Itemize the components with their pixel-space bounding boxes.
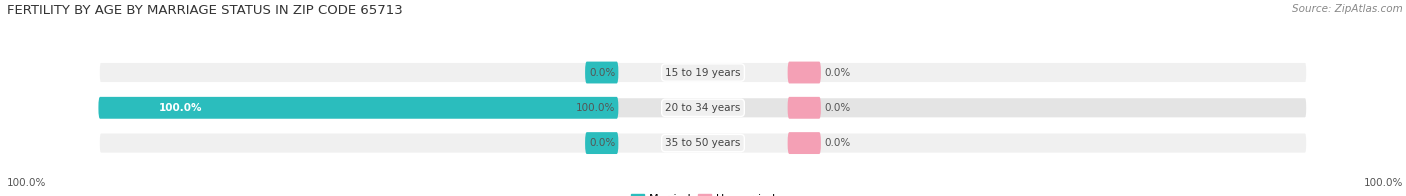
FancyBboxPatch shape (585, 62, 619, 83)
Text: FERTILITY BY AGE BY MARRIAGE STATUS IN ZIP CODE 65713: FERTILITY BY AGE BY MARRIAGE STATUS IN Z… (7, 4, 402, 17)
Text: 100.0%: 100.0% (159, 103, 202, 113)
FancyBboxPatch shape (787, 132, 821, 154)
Text: Source: ZipAtlas.com: Source: ZipAtlas.com (1292, 4, 1403, 14)
Text: 100.0%: 100.0% (576, 103, 616, 113)
Legend: Married, Unmarried: Married, Unmarried (627, 190, 779, 196)
FancyBboxPatch shape (98, 97, 619, 119)
FancyBboxPatch shape (787, 62, 821, 83)
Text: 0.0%: 0.0% (824, 103, 851, 113)
FancyBboxPatch shape (98, 132, 1308, 154)
Text: 100.0%: 100.0% (1364, 178, 1403, 188)
FancyBboxPatch shape (585, 132, 619, 154)
Text: 0.0%: 0.0% (824, 138, 851, 148)
Text: 0.0%: 0.0% (824, 67, 851, 78)
Text: 20 to 34 years: 20 to 34 years (665, 103, 741, 113)
Text: 0.0%: 0.0% (589, 138, 616, 148)
Text: 35 to 50 years: 35 to 50 years (665, 138, 741, 148)
Text: 15 to 19 years: 15 to 19 years (665, 67, 741, 78)
FancyBboxPatch shape (98, 97, 1308, 119)
Text: 0.0%: 0.0% (589, 67, 616, 78)
FancyBboxPatch shape (787, 97, 821, 119)
Text: 100.0%: 100.0% (7, 178, 46, 188)
FancyBboxPatch shape (98, 62, 1308, 83)
